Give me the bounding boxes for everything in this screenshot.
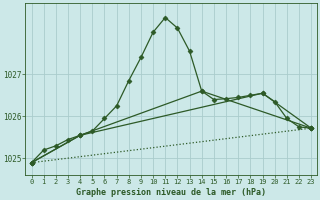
X-axis label: Graphe pression niveau de la mer (hPa): Graphe pression niveau de la mer (hPa) bbox=[76, 188, 266, 197]
